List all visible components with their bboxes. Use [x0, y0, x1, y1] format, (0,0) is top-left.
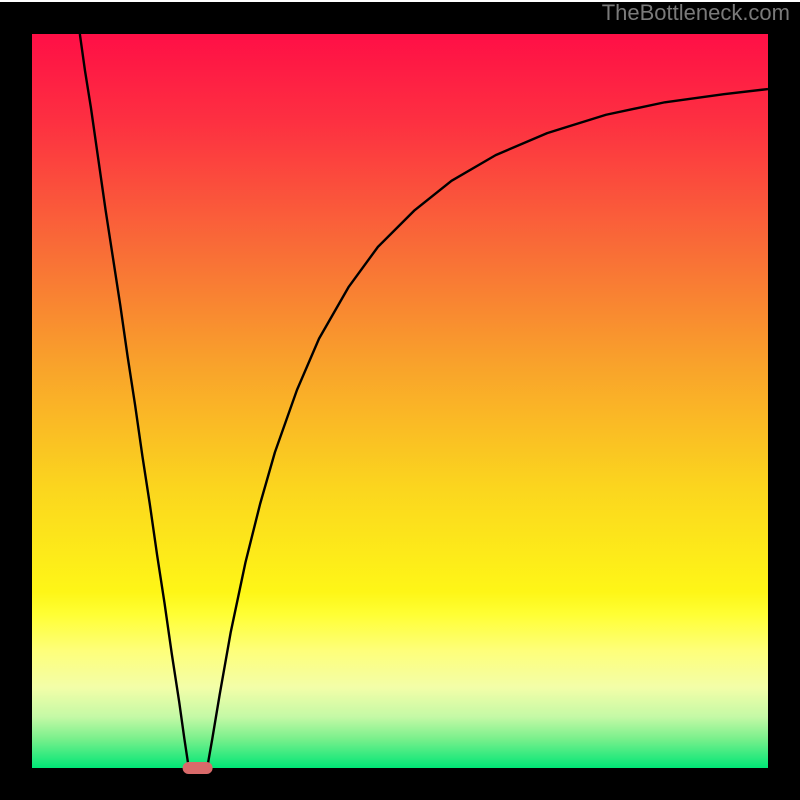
plot-background [32, 34, 768, 768]
bottleneck-curve-chart [0, 0, 800, 800]
chart-container: TheBottleneck.com [0, 0, 800, 800]
optimal-point-marker [183, 762, 213, 774]
